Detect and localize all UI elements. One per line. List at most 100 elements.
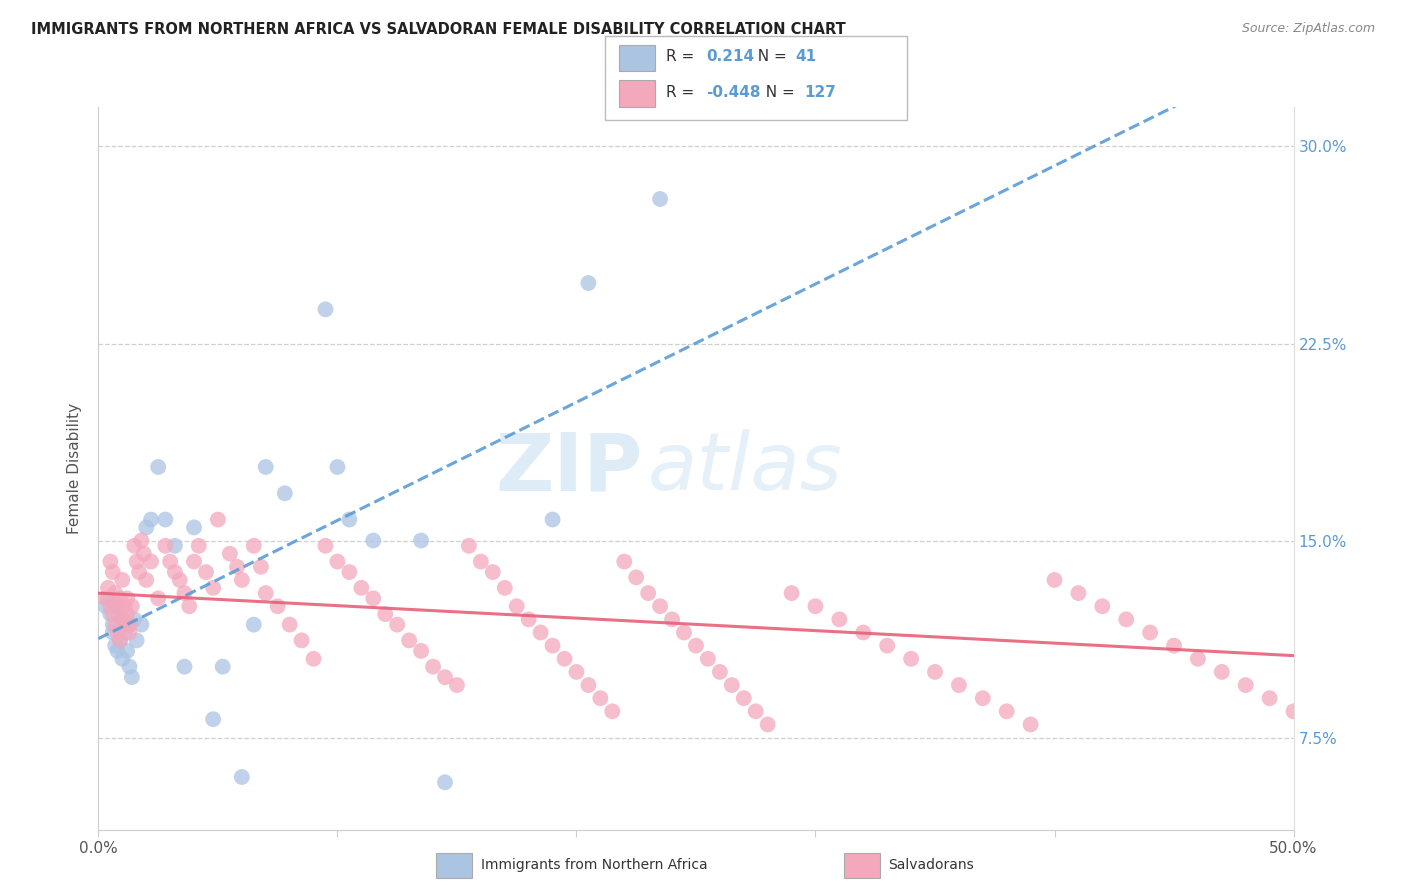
Point [132, 547, 155, 561]
Point [541, 639, 564, 653]
Point [179, 599, 201, 614]
Point [226, 559, 249, 574]
Point [107, 644, 129, 658]
Point [517, 612, 540, 626]
Text: Salvadorans: Salvadorans [889, 858, 974, 872]
Point [350, 581, 373, 595]
Point [108, 633, 131, 648]
Point [924, 665, 946, 679]
Point [101, 617, 124, 632]
Point [202, 712, 225, 726]
Point [98, 607, 122, 621]
Point [756, 717, 779, 731]
Point [169, 573, 191, 587]
Point [804, 599, 827, 614]
Text: R =: R = [666, 49, 700, 64]
Point [363, 533, 385, 548]
Point [114, 599, 136, 614]
Point [97, 581, 120, 595]
Point [1402, 639, 1406, 653]
Point [94, 591, 117, 606]
Y-axis label: Female Disability: Female Disability [67, 402, 83, 534]
Point [326, 555, 349, 569]
Point [363, 591, 385, 606]
Point [115, 644, 138, 658]
Point [1282, 704, 1305, 718]
Point [1306, 586, 1329, 600]
Point [315, 302, 337, 317]
Point [118, 617, 141, 632]
Point [124, 612, 146, 626]
Point [267, 599, 290, 614]
Point [578, 276, 600, 290]
Point [470, 555, 492, 569]
Point [125, 555, 148, 569]
Point [254, 460, 277, 475]
Point [1019, 717, 1042, 731]
Point [108, 633, 131, 648]
Point [155, 512, 177, 526]
Point [1354, 612, 1376, 626]
Text: Source: ZipAtlas.com: Source: ZipAtlas.com [1241, 22, 1375, 36]
Point [697, 652, 720, 666]
Point [565, 665, 588, 679]
Point [326, 460, 349, 475]
Point [183, 520, 205, 534]
Point [673, 625, 696, 640]
Point [458, 539, 481, 553]
Point [506, 599, 529, 614]
Point [278, 617, 301, 632]
Point [626, 570, 648, 584]
Point [1091, 599, 1114, 614]
Point [900, 652, 922, 666]
Text: -0.448: -0.448 [706, 85, 761, 100]
Point [115, 607, 138, 621]
Point [422, 659, 444, 673]
Text: N =: N = [756, 85, 800, 100]
Text: 41: 41 [796, 49, 817, 64]
Point [187, 539, 209, 553]
Point [554, 652, 576, 666]
Point [159, 555, 181, 569]
Point [339, 512, 361, 526]
Point [111, 612, 134, 626]
Point [148, 591, 170, 606]
Point [98, 599, 122, 614]
Point [1234, 678, 1257, 692]
Text: R =: R = [666, 85, 700, 100]
Point [121, 670, 143, 684]
Point [231, 770, 253, 784]
Point [107, 625, 129, 640]
Point [721, 678, 744, 692]
Point [648, 599, 672, 614]
Point [446, 678, 468, 692]
Point [1330, 599, 1353, 614]
Point [104, 639, 127, 653]
Point [374, 607, 396, 621]
Point [315, 539, 337, 553]
Point [135, 573, 157, 587]
Point [128, 565, 150, 579]
Point [780, 586, 803, 600]
Point [254, 586, 277, 600]
Point [1139, 625, 1161, 640]
Point [101, 607, 124, 621]
Point [274, 486, 297, 500]
Point [118, 617, 141, 632]
Point [124, 539, 146, 553]
Point [243, 617, 266, 632]
Point [118, 659, 141, 673]
Text: Immigrants from Northern Africa: Immigrants from Northern Africa [481, 858, 707, 872]
Point [155, 539, 177, 553]
Point [1258, 691, 1281, 706]
Point [131, 617, 153, 632]
Point [111, 652, 134, 666]
Point [97, 591, 120, 606]
Text: IMMIGRANTS FROM NORTHERN AFRICA VS SALVADORAN FEMALE DISABILITY CORRELATION CHAR: IMMIGRANTS FROM NORTHERN AFRICA VS SALVA… [31, 22, 845, 37]
Point [648, 192, 672, 206]
Point [131, 533, 153, 548]
Point [745, 704, 768, 718]
Point [1163, 639, 1185, 653]
Point [163, 539, 186, 553]
Point [114, 617, 136, 632]
